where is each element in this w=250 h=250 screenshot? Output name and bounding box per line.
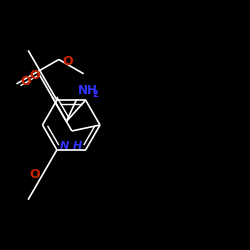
Text: NH: NH bbox=[78, 84, 98, 97]
Text: O: O bbox=[62, 56, 73, 68]
Text: O: O bbox=[29, 69, 40, 82]
Text: O: O bbox=[20, 75, 31, 88]
Text: N: N bbox=[60, 141, 70, 151]
Text: H: H bbox=[73, 141, 83, 151]
Text: 2: 2 bbox=[92, 90, 98, 99]
Text: O: O bbox=[29, 168, 40, 181]
